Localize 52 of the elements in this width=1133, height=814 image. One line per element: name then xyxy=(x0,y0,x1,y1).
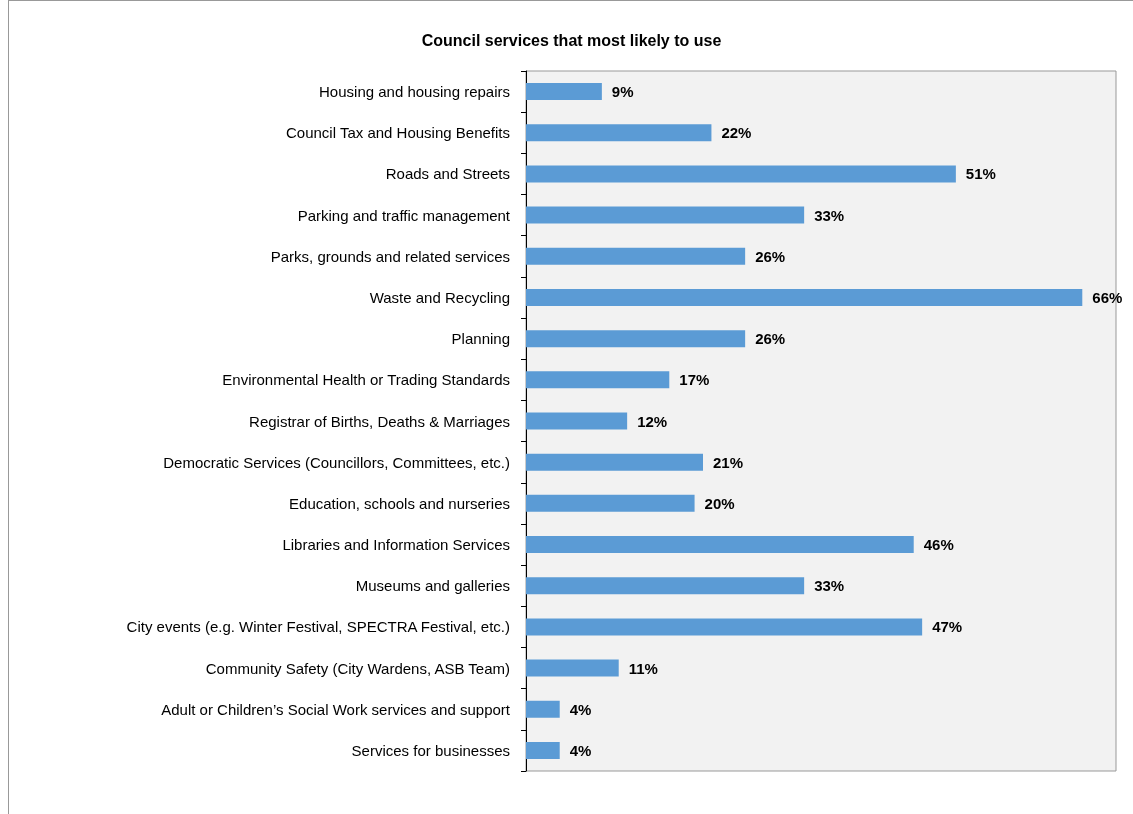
data-label: 47% xyxy=(932,618,963,636)
bar xyxy=(526,494,695,512)
y-tick-label: Registrar of Births, Deaths & Marriages xyxy=(249,412,510,430)
data-label: 9% xyxy=(611,83,634,101)
y-tick-label: Democratic Services (Councillors, Committees, etc.) xyxy=(163,453,510,471)
y-tick-label: Museums and galleries xyxy=(355,577,510,595)
bar xyxy=(526,165,956,183)
data-label: 26% xyxy=(755,247,786,265)
y-tick-label: Environmental Health or Trading Standards xyxy=(222,371,510,389)
y-tick-label: Education, schools and nurseries xyxy=(289,494,510,512)
y-tick-label: Housing and housing repairs xyxy=(319,83,510,101)
y-tick-label: Community Safety (City Wardens, ASB Team) xyxy=(205,659,510,677)
bar xyxy=(526,288,1083,306)
y-tick-label: Services for businesses xyxy=(351,741,510,759)
y-tick-label: City events (e.g. Winter Festival, SPECTRA Festival, etc.) xyxy=(126,618,510,636)
data-label: 12% xyxy=(637,412,668,430)
y-tick-label: Libraries and Information Services xyxy=(282,536,510,554)
bar xyxy=(526,618,923,636)
data-label: 4% xyxy=(569,741,592,759)
bar xyxy=(526,412,628,430)
data-label: 33% xyxy=(814,577,845,595)
data-label: 4% xyxy=(569,700,592,718)
y-tick-label: Roads and Streets xyxy=(385,165,510,183)
bar xyxy=(526,83,602,101)
bar xyxy=(526,247,746,265)
bar xyxy=(526,371,670,389)
data-label: 22% xyxy=(721,124,752,142)
bar xyxy=(526,536,914,554)
data-label: 46% xyxy=(923,536,954,554)
y-tick-label: Council Tax and Housing Benefits xyxy=(285,124,510,142)
y-tick-label: Adult or Children’s Social Work services and support xyxy=(161,700,511,718)
data-label: 21% xyxy=(713,453,744,471)
y-tick-label: Parks, grounds and related services xyxy=(270,247,510,265)
bar xyxy=(526,330,746,348)
data-label: 26% xyxy=(755,330,786,348)
data-label: 66% xyxy=(1092,288,1123,306)
y-tick-label: Waste and Recycling xyxy=(369,288,510,306)
y-tick-label: Planning xyxy=(451,330,510,348)
bar xyxy=(526,741,560,759)
data-label: 20% xyxy=(704,494,735,512)
bar xyxy=(526,659,619,677)
bar xyxy=(526,453,703,471)
bar xyxy=(526,577,805,595)
chart-title: Council services that most likely to use xyxy=(421,31,722,49)
bar xyxy=(526,124,712,142)
y-tick-label: Parking and traffic management xyxy=(297,206,511,224)
data-label: 11% xyxy=(628,659,658,677)
data-label: 17% xyxy=(679,371,710,389)
data-label: 33% xyxy=(814,206,845,224)
data-label: 51% xyxy=(965,165,996,183)
bar xyxy=(526,206,805,224)
bar xyxy=(526,700,560,718)
